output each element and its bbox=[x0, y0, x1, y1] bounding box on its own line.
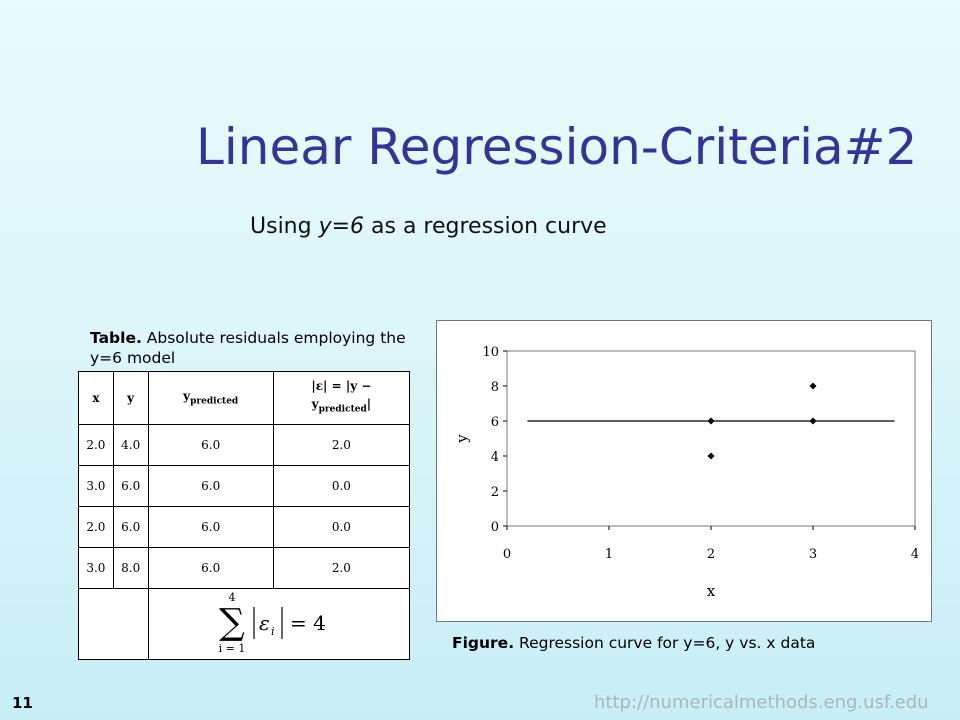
footer-url: http://numericalmethods.eng.usf.edu bbox=[594, 692, 929, 713]
cell-eps: 0.0 bbox=[272, 506, 411, 548]
x-tick-label: 2 bbox=[707, 547, 715, 562]
data-point bbox=[809, 417, 817, 425]
cell-y: 8.0 bbox=[112, 547, 149, 589]
cell-ypred: 6.0 bbox=[147, 465, 274, 507]
cell-ypred: 6.0 bbox=[147, 506, 274, 548]
header-abs-residual: |ε| = |y − ypredicted| bbox=[272, 371, 411, 425]
sum-row: 4 ∑ i = 1 ε i = 4 bbox=[78, 588, 411, 660]
page-number: 11 bbox=[12, 694, 33, 712]
header-eps-sub: predicted bbox=[318, 404, 367, 415]
cell-x: 2.0 bbox=[78, 506, 114, 548]
table-caption-label: Table. bbox=[90, 329, 142, 347]
data-point bbox=[707, 452, 715, 460]
cell-y: 6.0 bbox=[112, 506, 149, 548]
header-eps-main: |ε| = |y − bbox=[311, 379, 372, 394]
x-axis-label: x bbox=[707, 582, 716, 600]
x-tick-label: 0 bbox=[503, 547, 511, 562]
table-row: 3.0 8.0 6.0 2.0 bbox=[78, 547, 411, 589]
subtitle-model: y=6 bbox=[318, 214, 365, 239]
header-x: x bbox=[78, 371, 114, 425]
x-tick-label: 1 bbox=[605, 547, 613, 562]
header-eps-main2: y bbox=[311, 397, 319, 412]
figure-caption-text: Regression curve for y=6, y vs. x data bbox=[514, 634, 816, 652]
x-tick-label: 4 bbox=[911, 547, 919, 562]
header-y-predicted: ypredicted bbox=[147, 371, 274, 425]
figure-caption: Figure. Regression curve for y=6, y vs. … bbox=[452, 634, 815, 652]
header-y: y bbox=[112, 371, 149, 425]
data-points bbox=[707, 382, 817, 460]
cell-eps: 2.0 bbox=[272, 547, 411, 589]
cell-x: 2.0 bbox=[78, 424, 114, 466]
sum-empty-cell bbox=[78, 588, 149, 660]
y-tick-label: 0 bbox=[491, 520, 499, 535]
header-eps-tail: | bbox=[366, 397, 372, 412]
slide-title: Linear Regression-Criteria#2 bbox=[196, 118, 918, 176]
subtitle-suffix: as a regression curve bbox=[364, 214, 607, 239]
cell-y: 6.0 bbox=[112, 465, 149, 507]
table-row: 2.0 4.0 6.0 2.0 bbox=[78, 424, 411, 466]
table-caption-text: Absolute residuals employing the y=6 mod… bbox=[90, 329, 406, 367]
table-caption: Table. Absolute residuals employing the … bbox=[90, 328, 420, 368]
sum-term-sub: i bbox=[271, 625, 275, 638]
y-tick-label: 2 bbox=[491, 485, 499, 500]
header-ypred-main: y bbox=[183, 389, 191, 404]
y-axis-label: y bbox=[453, 434, 471, 444]
sum-lower-limit: i = 1 bbox=[218, 642, 245, 655]
header-ypred-sub: predicted bbox=[190, 396, 239, 407]
y-tick-label: 8 bbox=[491, 380, 499, 395]
cell-x: 3.0 bbox=[78, 465, 114, 507]
data-point bbox=[809, 382, 817, 390]
cell-eps: 2.0 bbox=[272, 424, 411, 466]
subtitle-prefix: Using bbox=[250, 214, 319, 239]
plot-area bbox=[506, 350, 916, 527]
table-row: 3.0 6.0 6.0 0.0 bbox=[78, 465, 411, 507]
table-row: 2.0 6.0 6.0 0.0 bbox=[78, 506, 411, 548]
scatter-chart: 0 2 4 6 8 10 0 1 2 3 4 x y bbox=[436, 320, 932, 622]
cell-ypred: 6.0 bbox=[147, 547, 274, 589]
data-point bbox=[707, 417, 715, 425]
table-header-row: x y ypredicted |ε| = |y − ypredicted| bbox=[78, 371, 411, 425]
sigma-symbol: ∑ bbox=[219, 602, 245, 643]
axis-ticks: 0 2 4 6 8 10 0 1 2 3 4 bbox=[482, 345, 919, 562]
chart-svg: 0 2 4 6 8 10 0 1 2 3 4 x y bbox=[453, 345, 919, 600]
sum-formula-cell: 4 ∑ i = 1 ε i = 4 bbox=[147, 588, 411, 660]
sum-equals: = 4 bbox=[290, 611, 326, 635]
cell-eps: 0.0 bbox=[272, 465, 411, 507]
x-tick-label: 3 bbox=[809, 547, 817, 562]
slide-subtitle: Using y=6 as a regression curve bbox=[250, 214, 607, 239]
y-tick-label: 10 bbox=[482, 345, 499, 360]
residuals-table: x y ypredicted |ε| = |y − ypredicted| 2.0… bbox=[78, 371, 411, 660]
y-tick-label: 6 bbox=[491, 415, 499, 430]
figure-caption-label: Figure. bbox=[452, 634, 515, 652]
cell-ypred: 6.0 bbox=[147, 424, 274, 466]
cell-x: 3.0 bbox=[78, 547, 114, 589]
cell-y: 4.0 bbox=[112, 424, 149, 466]
sum-upper-limit: 4 bbox=[228, 591, 235, 604]
y-tick-label: 4 bbox=[491, 450, 499, 465]
sum-formula: 4 ∑ i = 1 ε i = 4 bbox=[218, 591, 326, 655]
sum-term: ε bbox=[259, 611, 270, 635]
